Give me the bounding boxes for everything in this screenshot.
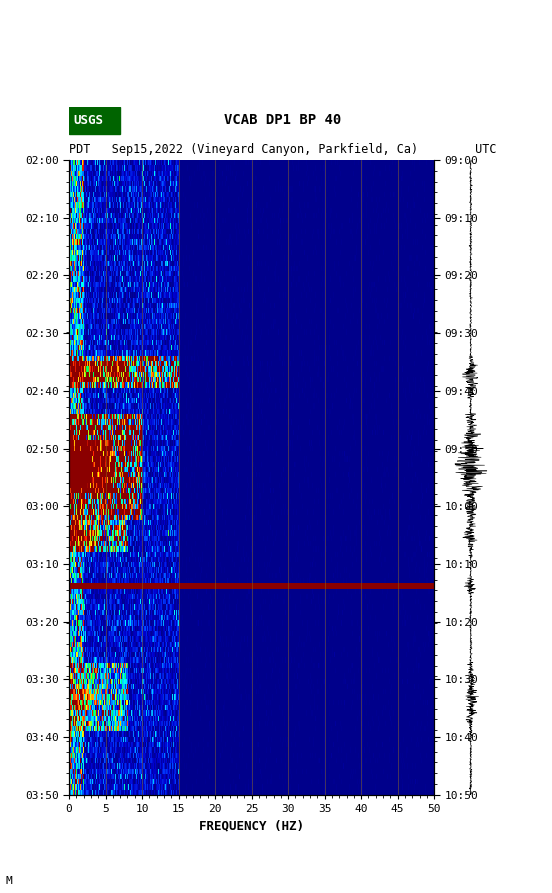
Bar [69, 107, 120, 134]
X-axis label: FREQUENCY (HZ): FREQUENCY (HZ) [199, 820, 304, 832]
Text: USGS: USGS [73, 114, 103, 127]
Text: PDT   Sep15,2022 (Vineyard Canyon, Parkfield, Ca)        UTC: PDT Sep15,2022 (Vineyard Canyon, Parkfie… [69, 143, 497, 156]
Text: VCAB DP1 BP 40: VCAB DP1 BP 40 [224, 113, 342, 128]
Text: M: M [6, 876, 12, 886]
